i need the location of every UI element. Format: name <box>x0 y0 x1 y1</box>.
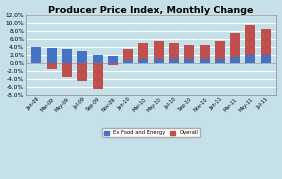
Bar <box>92 55 103 63</box>
Bar <box>154 59 164 63</box>
Bar <box>215 59 225 63</box>
Bar <box>200 45 210 59</box>
Bar <box>62 63 72 77</box>
Bar <box>77 51 87 63</box>
Bar <box>154 41 164 59</box>
Legend: Ex Food and Energy, Overall: Ex Food and Energy, Overall <box>102 128 200 137</box>
Bar <box>138 59 148 63</box>
Bar <box>230 33 240 57</box>
Bar <box>123 49 133 60</box>
Bar <box>200 59 210 63</box>
Bar <box>154 59 164 63</box>
Bar <box>215 41 225 59</box>
Bar <box>246 55 255 63</box>
Bar <box>230 57 240 63</box>
Bar <box>246 25 255 55</box>
Bar <box>47 63 57 69</box>
Title: Producer Price Index, Monthly Change: Producer Price Index, Monthly Change <box>49 6 254 14</box>
Bar <box>230 57 240 63</box>
Bar <box>200 59 210 63</box>
Bar <box>31 47 41 63</box>
Bar <box>77 63 87 81</box>
Bar <box>169 59 179 63</box>
Bar <box>184 59 194 63</box>
Bar <box>169 59 179 63</box>
Bar <box>47 48 57 63</box>
Bar <box>62 49 72 63</box>
Bar <box>92 63 103 89</box>
Bar <box>138 43 148 59</box>
Bar <box>261 55 271 63</box>
Bar <box>108 56 118 63</box>
Bar <box>246 55 255 63</box>
Bar <box>108 63 118 65</box>
Bar <box>184 45 194 59</box>
Bar <box>123 60 133 63</box>
Bar <box>138 59 148 63</box>
Bar <box>169 43 179 59</box>
Bar <box>261 55 271 63</box>
Bar <box>123 60 133 63</box>
Bar <box>184 59 194 63</box>
Bar <box>261 29 271 55</box>
Bar <box>215 59 225 63</box>
